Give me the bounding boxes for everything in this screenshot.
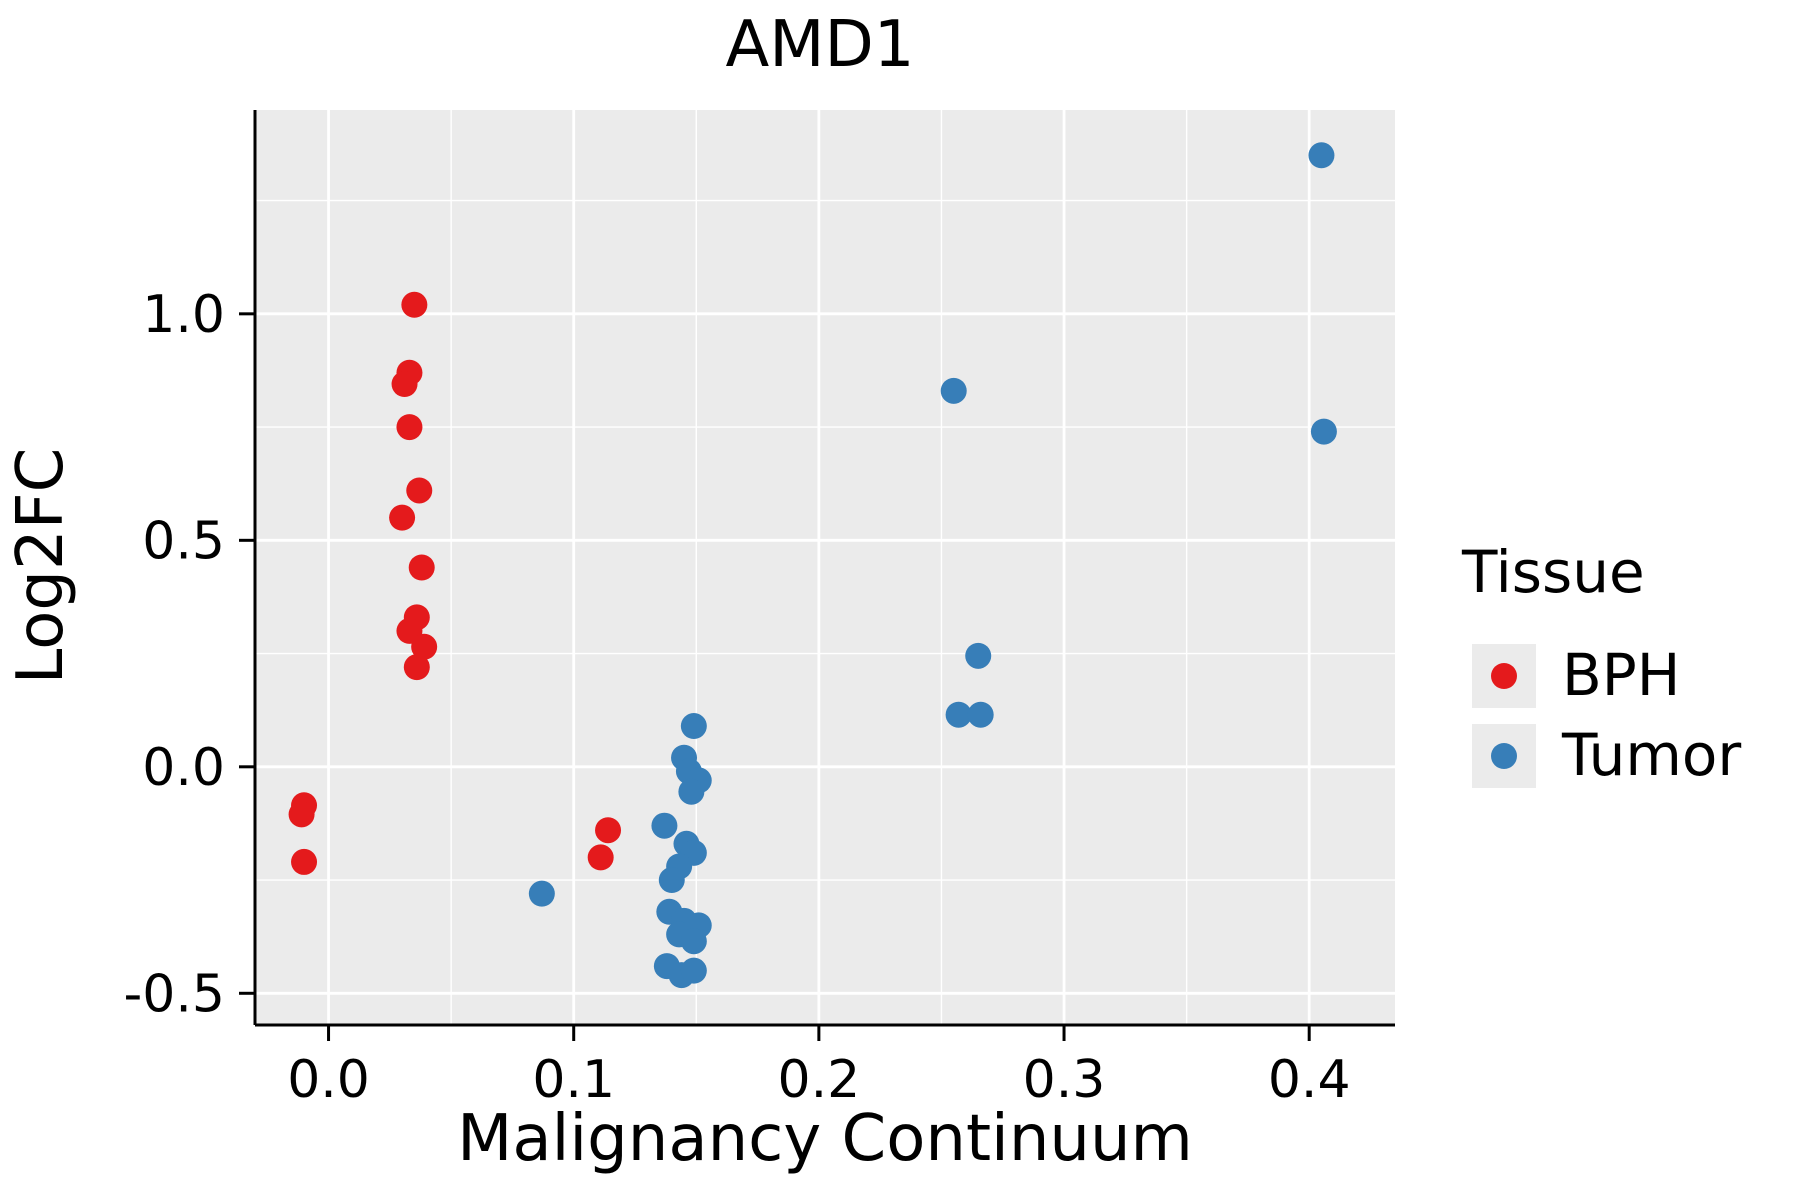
data-point-bph xyxy=(401,291,428,318)
data-point-bph xyxy=(391,371,418,398)
data-point-bph xyxy=(288,801,315,828)
legend-title: Tissue xyxy=(1461,538,1645,606)
tick-labels: 0.0 0.1 0.2 0.3 0.4 -0.5 0.0 0.5 1.0 xyxy=(124,285,1351,1110)
data-point-tumor xyxy=(940,377,967,404)
minor-gridlines xyxy=(255,110,1395,1025)
data-point-bph xyxy=(587,844,614,871)
legend: Tissue BPH Tumor xyxy=(1461,538,1741,789)
data-point-tumor xyxy=(651,812,678,839)
x-tick-label: 0.3 xyxy=(1023,1050,1106,1110)
data-point-bph xyxy=(408,554,435,581)
plot-panel xyxy=(255,110,1395,1025)
data-point-bph xyxy=(389,504,416,531)
legend-label-bph: BPH xyxy=(1562,641,1680,709)
data-points xyxy=(288,142,1337,989)
y-tick-label: 0.5 xyxy=(142,511,225,571)
data-point-tumor xyxy=(680,957,707,984)
data-point-bph xyxy=(411,633,438,660)
data-point-bph xyxy=(595,817,622,844)
x-axis-label: Malignancy Continuum xyxy=(457,1102,1193,1176)
data-point-tumor xyxy=(967,701,994,728)
data-point-bph xyxy=(406,477,433,504)
legend-label-tumor: Tumor xyxy=(1561,721,1741,789)
x-tick-label: 0.4 xyxy=(1268,1050,1351,1110)
data-point-bph xyxy=(403,654,430,681)
legend-dot-bph xyxy=(1491,663,1517,689)
data-point-bph xyxy=(291,848,318,875)
legend-dot-tumor xyxy=(1491,743,1517,769)
x-tick-label: 0.2 xyxy=(778,1050,861,1110)
data-point-tumor xyxy=(528,880,555,907)
y-tick-label: 1.0 xyxy=(142,285,225,345)
data-point-tumor xyxy=(945,701,972,728)
data-point-bph xyxy=(396,414,423,441)
x-tick-label: 0.0 xyxy=(287,1050,370,1110)
y-tick-label: 0.0 xyxy=(142,738,225,798)
chart-title: AMD1 xyxy=(726,8,915,82)
data-point-tumor xyxy=(658,867,685,894)
major-gridlines xyxy=(255,110,1395,1025)
data-point-tumor xyxy=(1310,418,1337,445)
data-point-tumor xyxy=(1308,142,1335,169)
x-tick-label: 0.1 xyxy=(532,1050,615,1110)
data-point-tumor xyxy=(965,642,992,669)
y-tick-label: -0.5 xyxy=(124,964,225,1024)
axes xyxy=(239,110,1395,1041)
data-point-tumor xyxy=(678,778,705,805)
data-point-tumor xyxy=(680,713,707,740)
legend-entries: BPH Tumor xyxy=(1472,641,1741,789)
y-axis-label: Log2FC xyxy=(4,448,78,685)
data-point-tumor xyxy=(680,928,707,955)
